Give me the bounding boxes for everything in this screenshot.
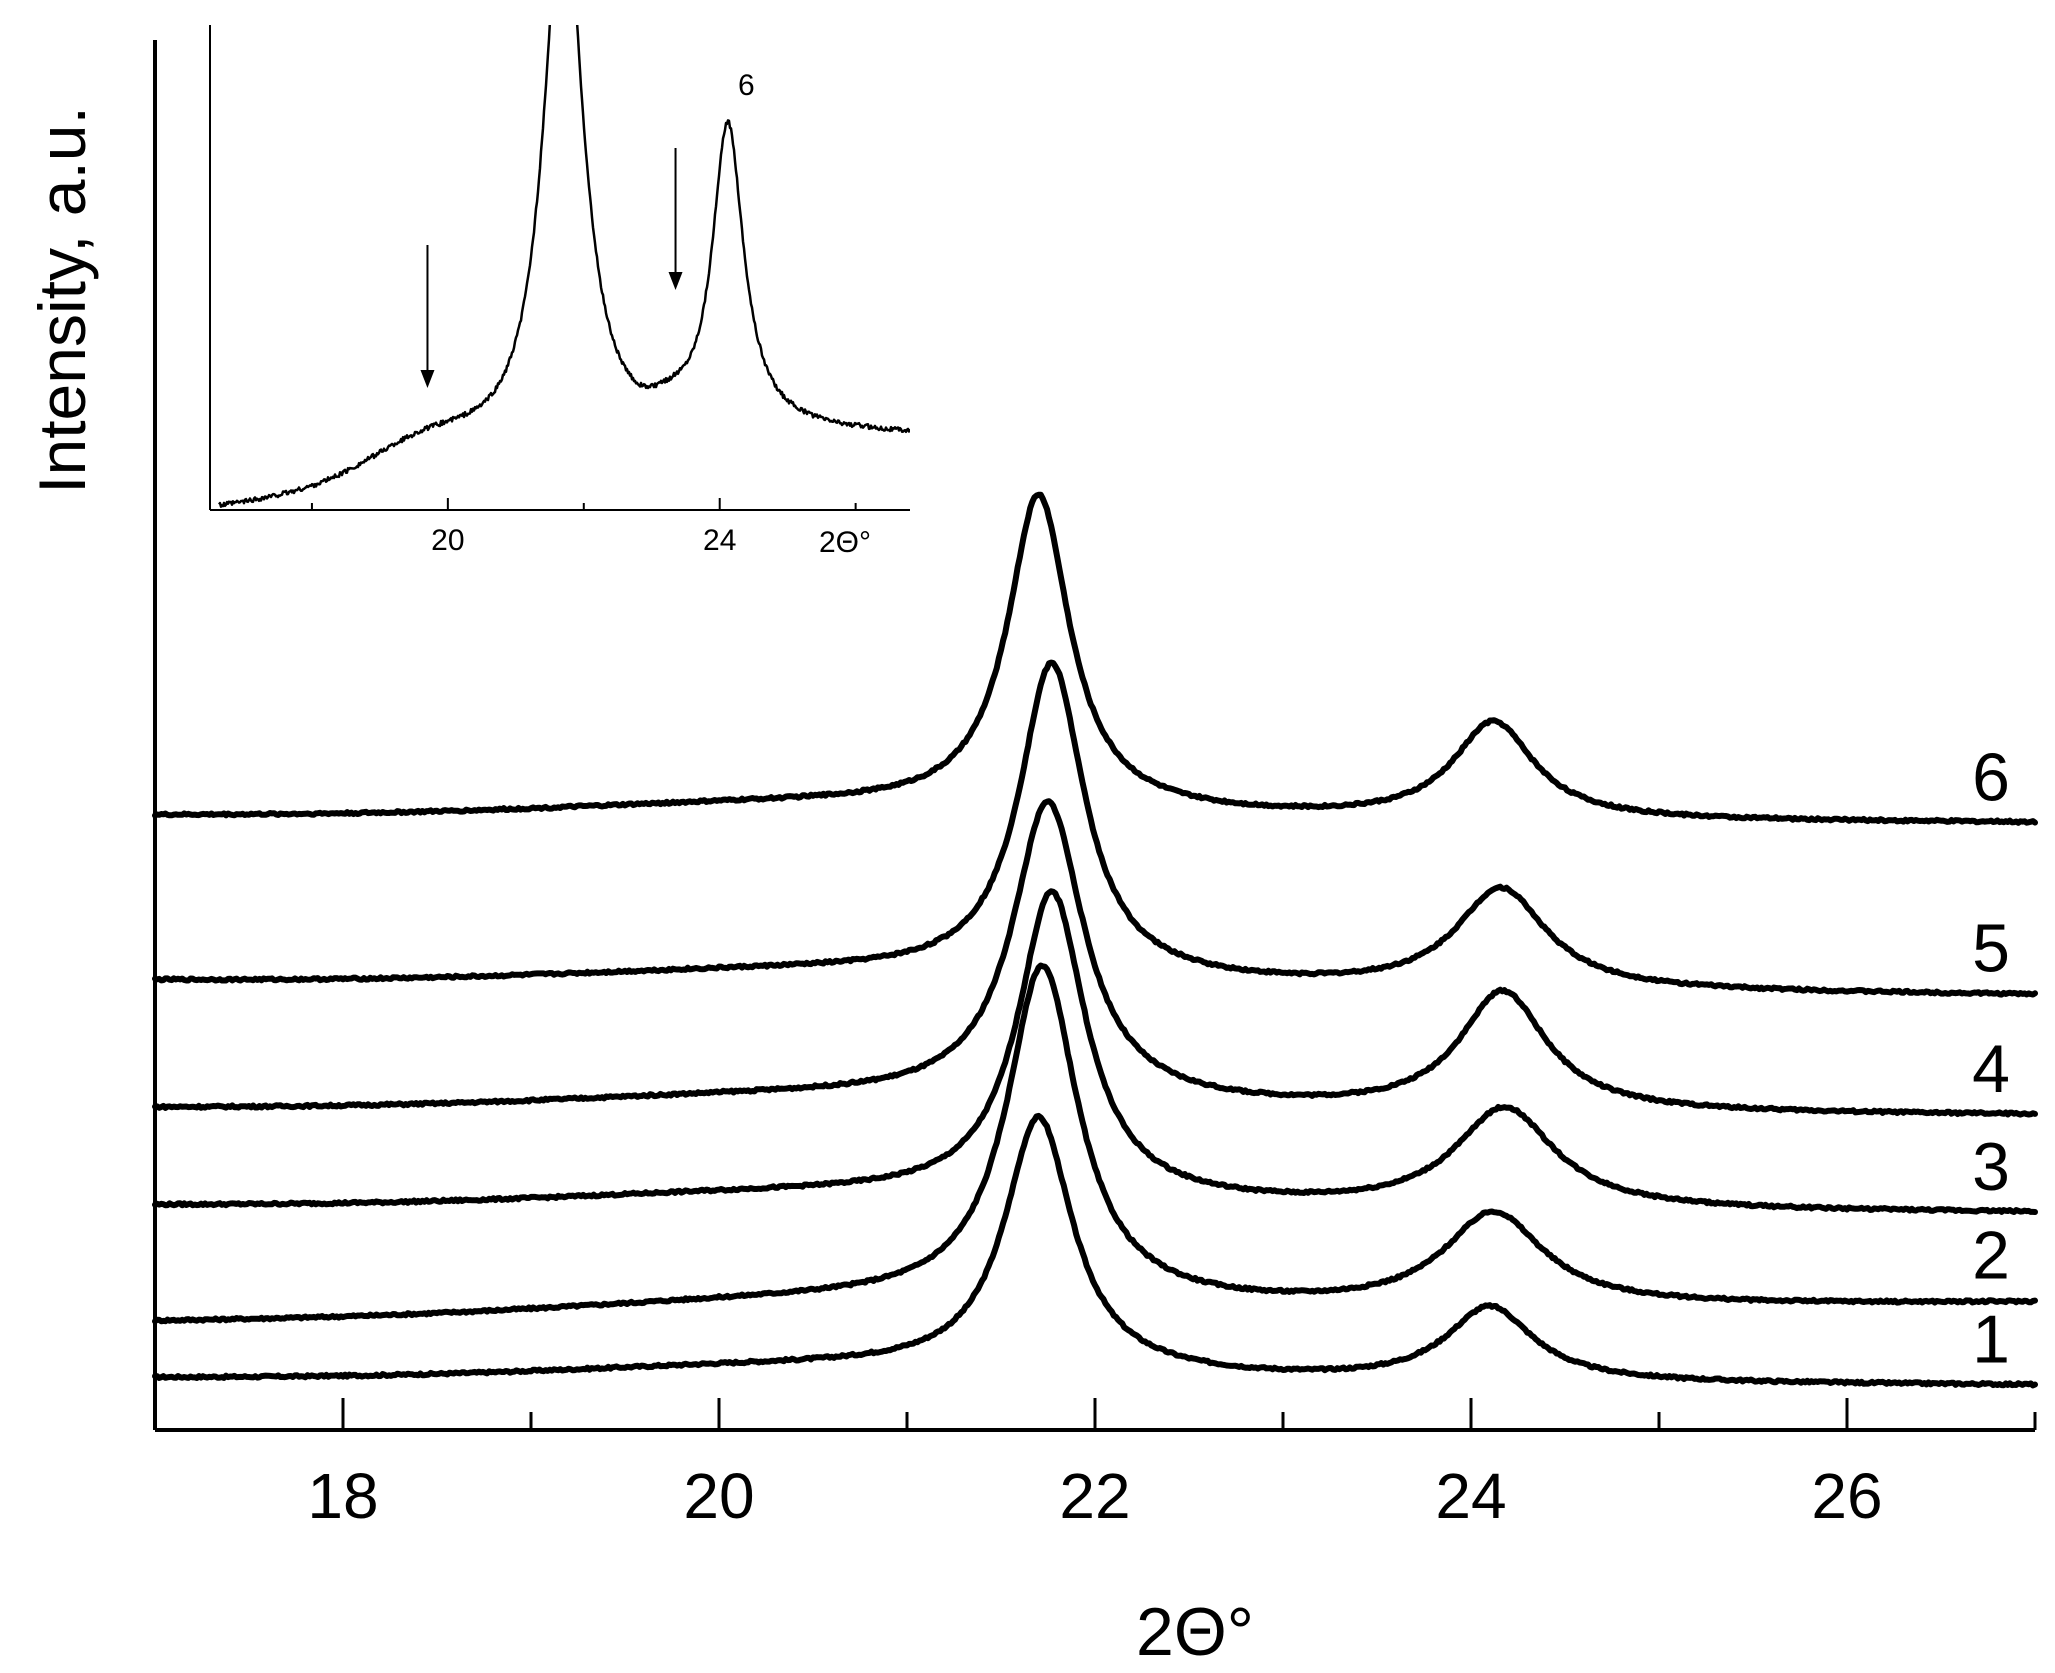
inset-curve-6	[218, 25, 910, 508]
curve-5	[152, 659, 2038, 998]
y-axis-title: Intensity, a.u.	[25, 106, 99, 494]
curve-1	[152, 1112, 2038, 1389]
curve-labels: 1 2 3 4 5 6	[1972, 740, 2010, 1378]
inset-arrow-head-1	[420, 370, 435, 388]
x-tick-label-22: 22	[1059, 1460, 1130, 1532]
curve-label-4: 4	[1972, 1031, 2010, 1107]
inset-series-label: 6	[738, 69, 755, 102]
curve-label-2: 2	[1972, 1218, 2010, 1294]
inset-x-axis-title: 2Θ°	[819, 526, 871, 559]
inset-arrow-head-2	[668, 272, 683, 290]
x-tick-label-24: 24	[1435, 1460, 1506, 1532]
main-axes: 18 20 22 24 26	[153, 40, 2037, 1532]
curve-4	[152, 798, 2038, 1118]
curve-3	[152, 888, 2038, 1215]
curve-2	[152, 962, 2038, 1325]
main-curves	[152, 491, 2038, 1389]
x-axis-title: 2Θ°	[1136, 1594, 1254, 1670]
curve-label-3: 3	[1972, 1129, 2010, 1205]
inset-tick-label-20: 20	[431, 524, 464, 557]
curve-label-5: 5	[1972, 910, 2010, 986]
inset-plot: 20 24 2Θ° 6	[209, 25, 910, 559]
inset-tick-label-24: 24	[703, 524, 736, 557]
curve-label-6: 6	[1972, 740, 2010, 816]
x-tick-label-18: 18	[307, 1460, 378, 1532]
x-tick-label-26: 26	[1811, 1460, 1882, 1532]
x-tick-label-20: 20	[683, 1460, 754, 1532]
curve-6	[152, 491, 2038, 826]
curve-label-1: 1	[1972, 1302, 2010, 1378]
